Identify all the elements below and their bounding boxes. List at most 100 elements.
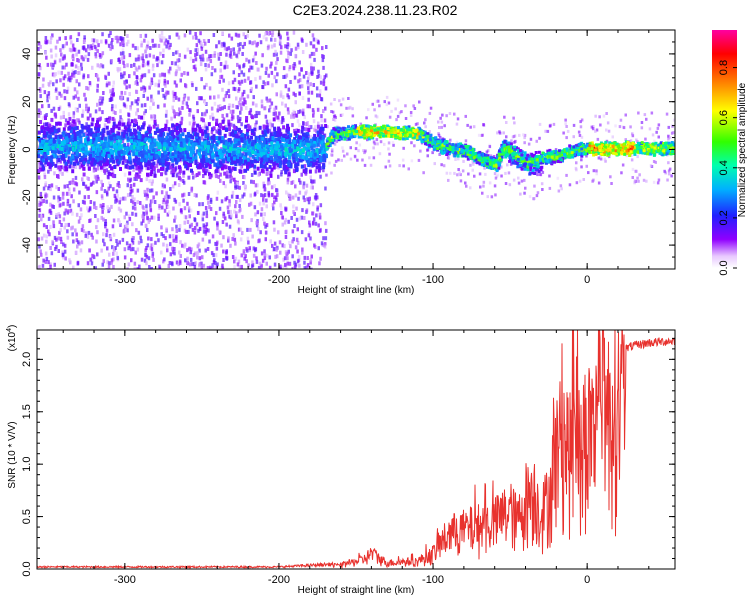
heatmap-cell <box>213 101 217 106</box>
heatmap-cell <box>162 53 165 58</box>
heatmap-cell <box>152 257 155 262</box>
heatmap-cell <box>148 217 151 222</box>
heatmap-cell <box>183 206 187 211</box>
heatmap-cell <box>194 57 198 62</box>
heatmap-cell <box>275 254 279 259</box>
heatmap-cell <box>38 164 41 169</box>
heatmap-cell <box>68 164 72 169</box>
heatmap-cell <box>112 125 116 130</box>
heatmap-cell <box>644 137 647 141</box>
heatmap-cell <box>562 131 565 135</box>
heatmap-cell <box>127 121 130 126</box>
heatmap-cell <box>208 172 211 177</box>
heatmap-cell <box>62 82 65 87</box>
heatmap-cell <box>280 144 283 149</box>
heatmap-cell <box>66 159 70 164</box>
heatmap-cell <box>261 53 264 58</box>
heatmap-cell <box>308 72 311 77</box>
heatmap-cell <box>488 145 492 149</box>
heatmap-cell <box>152 54 155 59</box>
heatmap-cell <box>222 211 225 216</box>
heatmap-cell <box>110 107 114 112</box>
heatmap-cell <box>71 53 75 58</box>
heatmap-cell <box>49 187 52 192</box>
heatmap-cell <box>428 111 432 115</box>
heatmap-cell <box>96 166 100 171</box>
heatmap-cell <box>83 39 86 44</box>
heatmap-cell <box>50 161 54 166</box>
heatmap-cell <box>179 127 182 132</box>
heatmap-cell <box>317 246 320 251</box>
heatmap-cell <box>142 122 146 127</box>
heatmap-cell <box>169 66 172 71</box>
heatmap-cell <box>494 193 497 197</box>
heatmap-cell <box>312 162 315 167</box>
heatmap-cell <box>240 253 243 258</box>
heatmap-cell <box>69 260 72 265</box>
heatmap-cell <box>303 115 306 120</box>
heatmap-cell <box>98 98 101 103</box>
heatmap-cell <box>292 159 296 164</box>
heatmap-cell <box>60 240 63 244</box>
heatmap-cell <box>200 136 204 141</box>
heatmap-cell <box>424 118 427 122</box>
heatmap-cell <box>461 169 465 173</box>
heatmap-cell <box>113 174 117 178</box>
heatmap-cell <box>73 161 76 166</box>
heatmap-cell <box>49 167 52 172</box>
heatmap-cell <box>108 98 112 102</box>
heatmap-cell <box>96 39 99 44</box>
heatmap-cell <box>323 150 326 155</box>
heatmap-cell <box>270 149 274 154</box>
heatmap-cell <box>128 214 131 219</box>
heatmap-cell <box>296 240 300 245</box>
heatmap-cell <box>150 77 154 82</box>
heatmap-cell <box>239 116 242 121</box>
heatmap-cell <box>286 143 290 147</box>
heatmap-cell <box>105 190 109 195</box>
heatmap-cell <box>281 116 285 120</box>
heatmap-cell <box>160 60 164 65</box>
heatmap-cell <box>252 180 255 185</box>
heatmap-cell <box>162 132 166 137</box>
heatmap-cell <box>87 159 91 164</box>
heatmap-cell <box>118 220 121 225</box>
heatmap-cell <box>320 118 323 123</box>
heatmap-cell <box>294 184 297 189</box>
heatmap-cell <box>84 184 88 189</box>
heatmap-cell <box>592 125 595 128</box>
heatmap-cell <box>631 176 634 179</box>
heatmap-cell <box>160 166 163 171</box>
heatmap-cell <box>652 160 656 163</box>
heatmap-cell <box>274 150 278 155</box>
heatmap-cell <box>510 139 513 143</box>
heatmap-cell <box>86 162 90 167</box>
heatmap-cell <box>207 63 210 68</box>
heatmap-cell <box>52 62 55 67</box>
heatmap-cell <box>113 165 117 169</box>
heatmap-cell <box>94 52 97 57</box>
heatmap-cell <box>236 105 239 110</box>
heatmap-cell <box>198 256 202 261</box>
heatmap-cell <box>221 263 224 268</box>
heatmap-cell <box>65 138 69 143</box>
heatmap-cell <box>387 147 390 151</box>
heatmap-cell <box>159 51 162 56</box>
heatmap-cell <box>140 40 144 45</box>
heatmap-cell <box>239 97 242 102</box>
heatmap-cell <box>112 93 115 98</box>
heatmap-cell <box>163 140 167 144</box>
heatmap-cell <box>63 96 67 101</box>
heatmap-cell <box>217 149 220 154</box>
heatmap-cell <box>58 230 61 235</box>
heatmap-cell <box>153 215 156 220</box>
heatmap-cell <box>166 147 169 152</box>
heatmap-cell <box>89 44 93 49</box>
heatmap-cell <box>185 230 188 234</box>
heatmap-cell <box>176 64 180 69</box>
heatmap-cell <box>281 215 284 220</box>
heatmap-cell <box>241 231 244 235</box>
heatmap-cell <box>207 200 210 205</box>
heatmap-cell <box>80 240 84 245</box>
heatmap-cell <box>190 140 193 144</box>
